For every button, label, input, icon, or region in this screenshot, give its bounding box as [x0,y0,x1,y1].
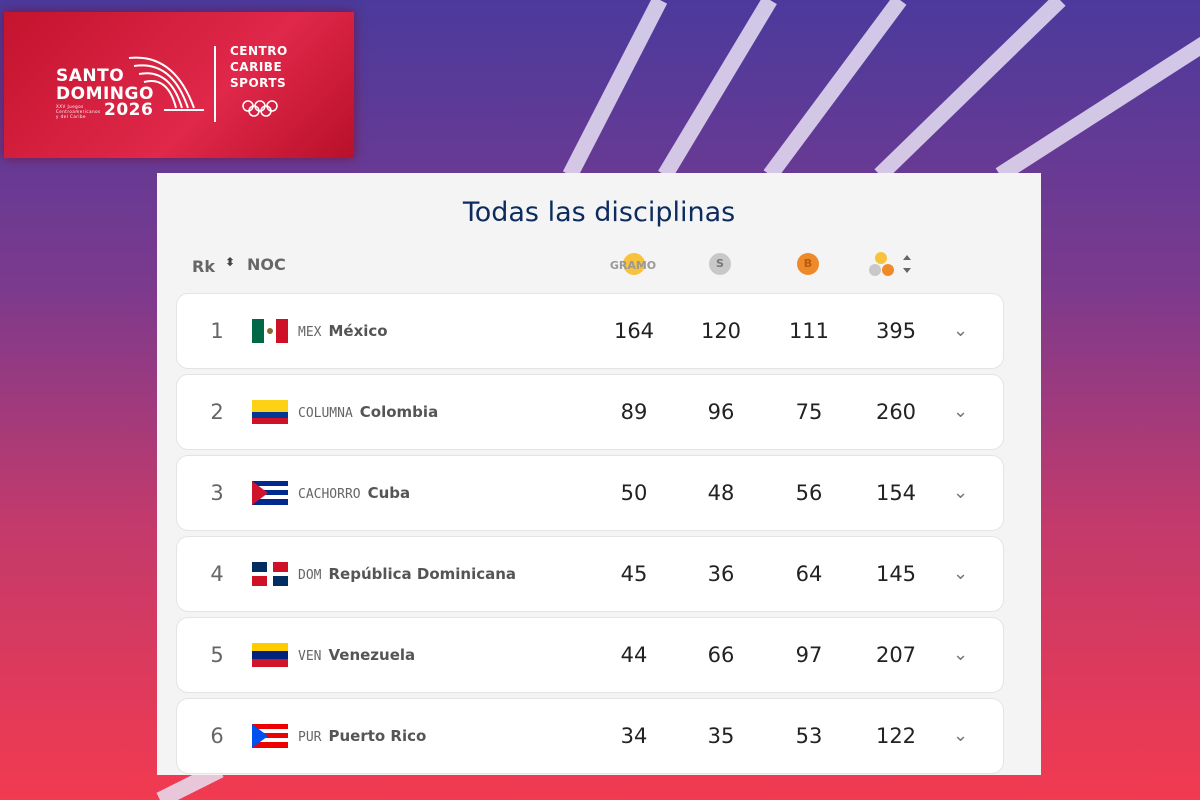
total-count: 260 [875,400,917,424]
country-name: Puerto Rico [328,727,427,745]
flag [252,319,288,343]
flag [252,562,288,586]
logo-partner: SPORTS [230,76,287,90]
rank-header[interactable]: Rk [192,257,215,276]
expand-chevron[interactable]: ⌄ [953,482,969,503]
flag-image [252,643,288,667]
gold-count: 45 [620,562,648,586]
gold-count: 34 [620,724,648,748]
table-row[interactable]: 1 MEX México 164 120 111 395 ⌄ [176,293,1004,369]
noc-code: PUR [298,730,322,745]
country-name: Venezuela [328,646,416,664]
total-count: 154 [875,481,917,505]
rank: 5 [210,643,224,667]
noc-code: DOM [298,568,322,583]
bronze-count: 75 [795,400,823,424]
table-title: Todas las disciplinas [462,197,736,228]
logo-year: 2026 [104,100,154,120]
expand-chevron[interactable]: ⌄ [953,563,969,584]
total-count: 207 [875,643,917,667]
silver-count: 120 [700,319,742,343]
logo-text: DOMINGO [56,84,154,104]
logo-partner: CENTRO [230,44,288,58]
table-row[interactable]: 5 VEN Venezuela 44 66 97 207 ⌄ [176,617,1004,693]
gold-count: 89 [620,400,648,424]
noc-code: VEN [298,649,322,664]
noc-code: COLUMNA [298,406,353,421]
country: DOM República Dominicana [298,537,516,613]
logo-text: SANTO [56,66,125,86]
medal-table: Todas las disciplinas Rk ⬍ NOC GRAMO S B… [157,173,1041,775]
total-header[interactable] [867,251,919,281]
olympic-rings [242,100,278,117]
bronze-count: 97 [795,643,823,667]
flag-image [252,724,288,748]
table-row[interactable]: 2 COLUMNA Colombia 89 96 75 260 ⌄ [176,374,1004,450]
flag-image [252,562,288,586]
silver-header: S [709,253,731,275]
expand-chevron[interactable]: ⌄ [953,644,969,665]
country: COLUMNA Colombia [298,375,438,451]
rank: 3 [210,481,224,505]
country: CACHORRO Cuba [298,456,410,532]
bronze-header: B [797,253,819,275]
total-count: 145 [875,562,917,586]
table-row[interactable]: 3 CACHORRO Cuba 50 48 56 154 ⌄ [176,455,1004,531]
expand-chevron[interactable]: ⌄ [953,320,969,341]
country: PUR Puerto Rico [298,699,426,775]
expand-chevron[interactable]: ⌄ [953,401,969,422]
flag [252,400,288,424]
total-count: 122 [875,724,917,748]
table-row[interactable]: 6 PUR Puerto Rico 34 35 53 122 ⌄ [176,698,1004,774]
gold-header: GRAMO [609,259,657,272]
flag-image [252,400,288,424]
gold-count: 44 [620,643,648,667]
total-count: 395 [875,319,917,343]
flag [252,643,288,667]
rank: 2 [210,400,224,424]
country: VEN Venezuela [298,618,415,694]
silver-count: 96 [707,400,735,424]
country: MEX México [298,294,388,370]
expand-chevron[interactable]: ⌄ [953,725,969,746]
flag-image [252,481,288,505]
gold-icon [623,253,645,275]
noc-code: CACHORRO [298,487,361,502]
country-name: México [328,322,388,340]
rank: 6 [210,724,224,748]
silver-count: 48 [707,481,735,505]
logo-subtitle: XXV Juegos Centroamericanos y del Caribe [56,104,101,119]
flag [252,481,288,505]
noc-code: MEX [298,325,322,340]
bronze-count: 56 [795,481,823,505]
gold-count: 164 [613,319,655,343]
bronze-count: 53 [795,724,823,748]
logo-emblem [128,56,204,111]
sort-icon[interactable]: ⬍ [225,255,236,269]
table-row[interactable]: 4 DOM República Dominicana 45 36 64 145 ⌄ [176,536,1004,612]
logo-divider [214,46,216,122]
rank: 1 [210,319,224,343]
country-name: Colombia [359,403,439,421]
gold-count: 50 [620,481,648,505]
country-name: Cuba [367,484,411,502]
bronze-count: 64 [795,562,823,586]
flag [252,724,288,748]
bronze-count: 111 [788,319,830,343]
noc-header: NOC [247,255,286,274]
country-name: República Dominicana [328,565,517,583]
rank: 4 [210,562,224,586]
silver-count: 35 [707,724,735,748]
silver-count: 66 [707,643,735,667]
logo-partner: CARIBE [230,60,283,74]
silver-count: 36 [707,562,735,586]
logo: SANTO DOMINGO 2026 XXV Juegos Centroamer… [4,12,354,158]
flag-image [252,319,288,343]
